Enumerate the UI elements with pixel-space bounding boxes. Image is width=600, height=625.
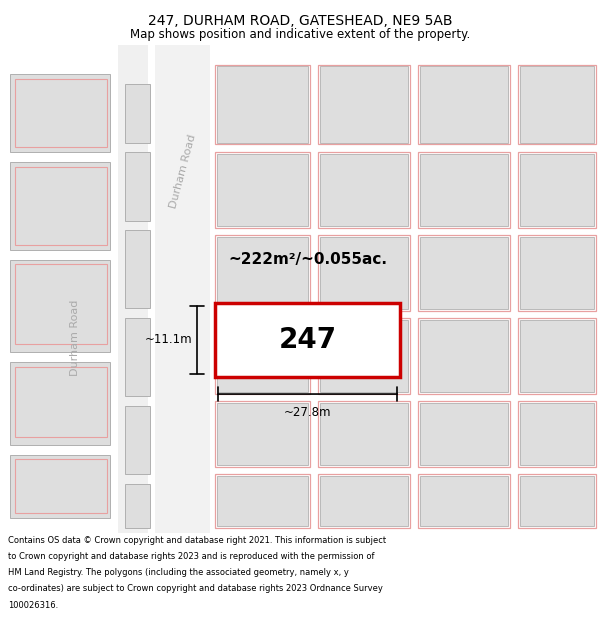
Text: 247: 247 bbox=[278, 326, 337, 354]
Bar bbox=[125, 318, 150, 396]
Bar bbox=[10, 454, 110, 518]
Bar bbox=[320, 476, 408, 526]
Bar bbox=[318, 474, 410, 528]
Bar bbox=[125, 484, 150, 528]
Bar bbox=[418, 64, 510, 144]
Bar bbox=[215, 303, 400, 376]
Bar bbox=[10, 362, 110, 445]
Bar bbox=[215, 401, 310, 467]
Bar bbox=[215, 64, 310, 144]
Bar bbox=[518, 318, 596, 394]
Text: Durham Road: Durham Road bbox=[168, 134, 198, 210]
Bar bbox=[217, 66, 308, 142]
Bar bbox=[520, 66, 594, 142]
Bar bbox=[418, 474, 510, 528]
Bar bbox=[418, 235, 510, 311]
Text: Contains OS data © Crown copyright and database right 2021. This information is : Contains OS data © Crown copyright and d… bbox=[8, 536, 386, 544]
Text: ~27.8m: ~27.8m bbox=[284, 406, 331, 419]
Bar bbox=[520, 476, 594, 526]
Bar bbox=[155, 45, 210, 532]
Bar bbox=[320, 403, 408, 465]
Text: to Crown copyright and database rights 2023 and is reproduced with the permissio: to Crown copyright and database rights 2… bbox=[8, 552, 374, 561]
Bar bbox=[125, 230, 150, 308]
Bar bbox=[520, 237, 594, 309]
Bar bbox=[10, 162, 110, 250]
Bar bbox=[420, 320, 508, 392]
Bar bbox=[215, 318, 310, 394]
Text: Durham Road: Durham Road bbox=[70, 299, 80, 376]
Text: 100026316.: 100026316. bbox=[8, 601, 58, 609]
Bar bbox=[318, 318, 410, 394]
Bar bbox=[118, 45, 148, 532]
Bar bbox=[318, 64, 410, 144]
Bar bbox=[217, 403, 308, 465]
Bar bbox=[125, 84, 150, 142]
Text: 247, DURHAM ROAD, GATESHEAD, NE9 5AB: 247, DURHAM ROAD, GATESHEAD, NE9 5AB bbox=[148, 14, 452, 28]
Bar bbox=[15, 459, 107, 513]
Bar bbox=[215, 152, 310, 228]
Bar bbox=[520, 403, 594, 465]
Bar bbox=[518, 64, 596, 144]
Bar bbox=[418, 318, 510, 394]
Text: ~11.1m: ~11.1m bbox=[145, 334, 192, 346]
Bar bbox=[217, 154, 308, 226]
Bar bbox=[420, 237, 508, 309]
Bar bbox=[217, 320, 308, 392]
Bar bbox=[318, 152, 410, 228]
Bar bbox=[318, 401, 410, 467]
Bar bbox=[217, 237, 308, 309]
Bar bbox=[10, 74, 110, 152]
Bar bbox=[420, 403, 508, 465]
Bar bbox=[15, 79, 107, 148]
Bar bbox=[418, 152, 510, 228]
Bar bbox=[15, 167, 107, 245]
Bar bbox=[320, 154, 408, 226]
Bar bbox=[125, 152, 150, 221]
Bar bbox=[418, 401, 510, 467]
Bar bbox=[420, 476, 508, 526]
Bar bbox=[320, 237, 408, 309]
Bar bbox=[518, 235, 596, 311]
Bar bbox=[217, 476, 308, 526]
Text: HM Land Registry. The polygons (including the associated geometry, namely x, y: HM Land Registry. The polygons (includin… bbox=[8, 568, 349, 577]
Bar bbox=[520, 320, 594, 392]
Bar bbox=[320, 66, 408, 142]
Bar bbox=[215, 235, 310, 311]
Bar bbox=[520, 154, 594, 226]
Text: co-ordinates) are subject to Crown copyright and database rights 2023 Ordnance S: co-ordinates) are subject to Crown copyr… bbox=[8, 584, 383, 593]
Bar bbox=[518, 152, 596, 228]
Bar bbox=[420, 66, 508, 142]
Bar bbox=[518, 401, 596, 467]
Text: Map shows position and indicative extent of the property.: Map shows position and indicative extent… bbox=[130, 28, 470, 41]
Bar bbox=[10, 259, 110, 352]
Bar bbox=[320, 320, 408, 392]
Bar bbox=[15, 367, 107, 437]
Bar bbox=[518, 474, 596, 528]
Text: ~222m²/~0.055ac.: ~222m²/~0.055ac. bbox=[228, 252, 387, 267]
Bar bbox=[125, 406, 150, 474]
Bar bbox=[215, 474, 310, 528]
Bar bbox=[420, 154, 508, 226]
Bar bbox=[318, 235, 410, 311]
Bar bbox=[15, 264, 107, 344]
